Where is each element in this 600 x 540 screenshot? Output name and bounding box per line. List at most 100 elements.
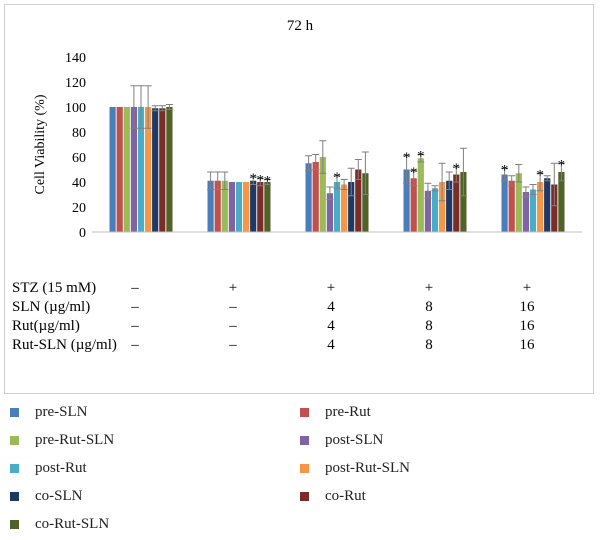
bar <box>431 188 439 232</box>
legend-label: post-Rut <box>35 460 87 476</box>
legend-item: pre-Rut-SLN <box>10 432 114 449</box>
y-tick-label: 140 <box>65 51 86 66</box>
legend-item: co-SLN <box>10 488 83 505</box>
significance-marker: * <box>501 162 509 178</box>
bar <box>529 189 537 232</box>
legend-item: post-Rut <box>10 460 87 477</box>
treatment-row-label: Rut-SLN (µg/ml) <box>12 337 117 353</box>
legend-label: post-SLN <box>325 432 384 448</box>
bar <box>410 178 417 232</box>
treatment-cell: – <box>228 318 237 334</box>
bar <box>123 107 130 232</box>
treatment-cell: 4 <box>327 299 335 315</box>
bar <box>453 174 460 232</box>
y-tick-label: 60 <box>72 151 86 166</box>
treatment-cell: – <box>130 280 139 296</box>
treatment-cell: 16 <box>520 337 536 353</box>
legend-item: co-Rut <box>300 488 366 505</box>
treatment-row-label: SLN (µg/ml) <box>12 299 90 315</box>
legend-label: pre-Rut-SLN <box>35 432 115 448</box>
bar <box>250 180 257 232</box>
treatment-cell: 8 <box>425 318 433 334</box>
treatment-cell: – <box>130 337 139 353</box>
significance-marker: * <box>558 157 566 173</box>
bar <box>403 169 410 232</box>
treatment-cell: – <box>228 337 237 353</box>
treatment-cell: – <box>228 299 237 315</box>
legend-item: post-Rut-SLN <box>300 460 410 477</box>
legend-label: post-Rut-SLN <box>325 460 411 476</box>
legend-label: pre-SLN <box>35 404 88 420</box>
bar <box>221 180 228 232</box>
significance-marker: * <box>264 174 272 190</box>
treatment-cell: + <box>327 280 335 296</box>
bar <box>312 162 319 232</box>
bar <box>460 172 467 232</box>
legend-item: pre-Rut <box>300 404 371 421</box>
bar <box>515 173 522 232</box>
treatment-cell: 4 <box>327 318 335 334</box>
bar <box>341 184 348 232</box>
significance-marker: * <box>536 167 544 183</box>
legend-label: co-Rut <box>325 488 366 504</box>
chart-title: 72 h <box>287 18 314 34</box>
significance-marker: * <box>410 165 418 181</box>
bar <box>348 182 355 232</box>
bar <box>264 182 271 232</box>
significance-marker: * <box>333 170 341 186</box>
significance-marker: * <box>453 161 461 177</box>
bar <box>439 182 446 232</box>
legend-label: co-SLN <box>35 488 83 504</box>
bar <box>207 180 214 232</box>
bar <box>522 192 529 232</box>
bar <box>362 173 369 232</box>
treatment-cell: + <box>425 280 433 296</box>
bar <box>152 108 159 232</box>
treatment-cell: 16 <box>520 318 536 334</box>
bar <box>130 107 137 232</box>
chart-frame <box>4 4 594 394</box>
treatment-cell: 8 <box>425 299 433 315</box>
y-tick-label: 120 <box>65 76 86 91</box>
bar <box>319 157 326 232</box>
legend-swatch <box>10 436 19 445</box>
legend-item: pre-SLN <box>10 404 88 421</box>
legend-swatch <box>10 492 19 501</box>
legend-label: pre-Rut <box>325 404 371 420</box>
y-tick-label: 0 <box>79 226 86 241</box>
legend-swatch <box>300 492 309 501</box>
bar <box>551 184 558 232</box>
y-tick-label: 20 <box>72 201 86 216</box>
treatment-row-label: Rut(µg/ml) <box>12 318 80 334</box>
bar <box>145 107 152 232</box>
chart-legend: pre-SLN pre-Rut pre-Rut-SLN post-SLN post-Ru… <box>0 398 600 540</box>
legend-swatch <box>10 520 19 529</box>
legend-swatch <box>10 408 19 417</box>
treatment-row-label: STZ (15 mM) <box>12 280 96 296</box>
y-tick-label: 100 <box>65 101 86 116</box>
legend-swatch <box>300 436 309 445</box>
significance-marker: * <box>403 150 411 166</box>
treatment-cell: 4 <box>327 337 335 353</box>
treatment-cell: – <box>130 299 139 315</box>
legend-swatch <box>300 408 309 417</box>
significance-marker: * <box>249 171 257 187</box>
bar <box>417 158 424 232</box>
bar <box>159 108 166 232</box>
bar <box>116 107 123 232</box>
bar <box>355 169 362 232</box>
bar <box>228 182 235 232</box>
bar <box>109 107 116 232</box>
bar <box>446 180 453 232</box>
bar-chart: 72 h Cell Viability (%) 0 20 40 60 80 100 120 140… <box>12 18 582 353</box>
treatment-cell: 16 <box>520 299 536 315</box>
treatment-cell: 8 <box>425 337 433 353</box>
bar <box>333 182 341 232</box>
y-axis-label: Cell Viability (%) <box>33 94 48 194</box>
bar <box>501 174 508 232</box>
bar <box>537 182 544 232</box>
treatment-cell: – <box>130 318 139 334</box>
y-tick-label: 40 <box>72 176 86 191</box>
bar <box>243 182 250 232</box>
y-tick-label: 80 <box>72 126 86 141</box>
